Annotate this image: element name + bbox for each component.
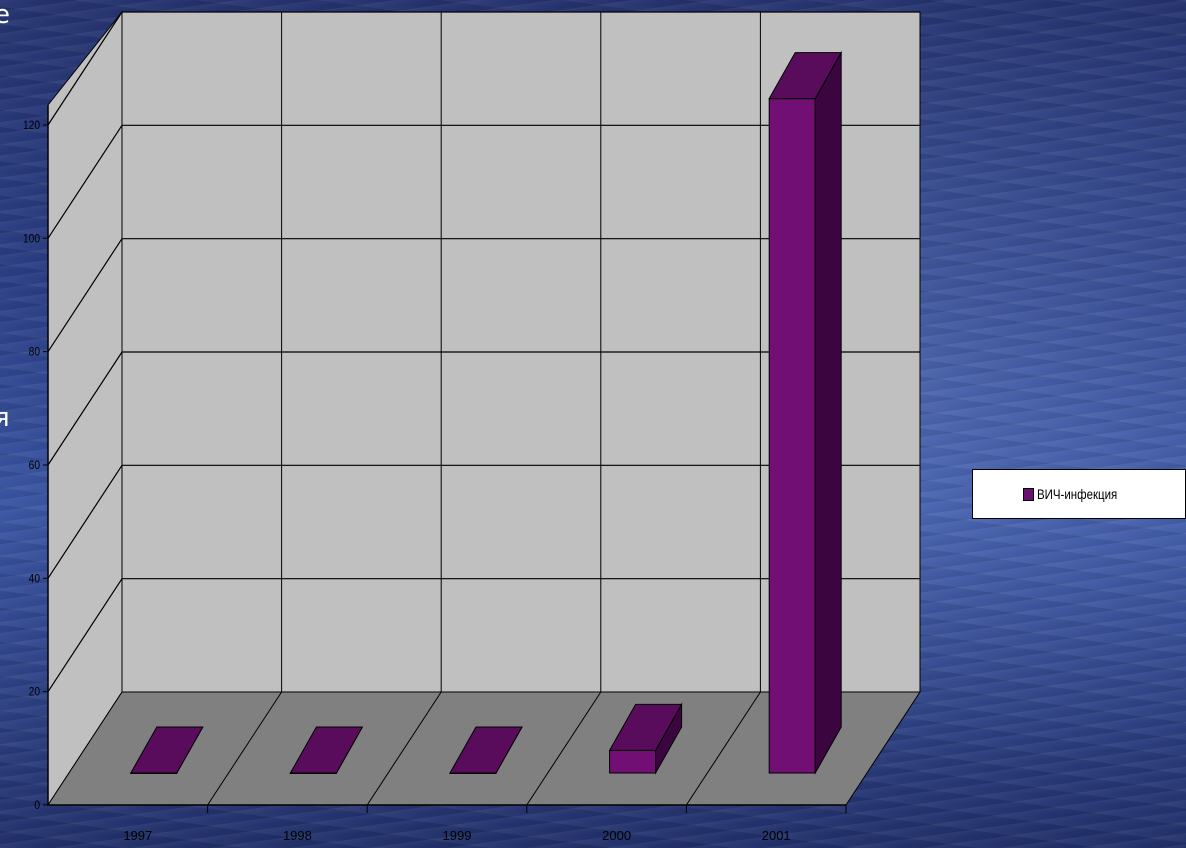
bar-top-1999: [449, 726, 523, 774]
y-tick-label: 40: [29, 573, 40, 586]
floor-divider: [526, 691, 602, 806]
floor-divider: [366, 691, 442, 806]
x-tick-label-2001: 2001: [762, 828, 791, 843]
gridline-side: [47, 578, 123, 692]
bar-top-1997: [129, 726, 204, 774]
y-tick-label: 60: [29, 459, 40, 472]
slide-text-fragment-middle: я: [0, 403, 10, 433]
chart-legend: ВИЧ-инфекция: [972, 469, 1186, 519]
bar-top-1998: [289, 726, 364, 774]
bar-side-2001: [814, 50, 842, 775]
gridline-side: [47, 465, 123, 579]
gridline-side: [47, 238, 123, 352]
y-tick-label: 20: [29, 686, 40, 699]
bar-top-2000: [608, 703, 683, 751]
x-tick-label-1997: 1997: [123, 828, 152, 843]
x-tick-label-1998: 1998: [283, 828, 312, 843]
legend-label: ВИЧ-инфекция: [1037, 486, 1118, 502]
legend-swatch: [1023, 487, 1035, 501]
floor-divider: [685, 691, 761, 806]
bar-front-2000: [609, 749, 657, 774]
slide-text-fragment-top: е: [0, 0, 10, 30]
y-tick-label: 100: [23, 233, 40, 246]
x-tick-label-2000: 2000: [602, 828, 631, 843]
gridline-side: [47, 11, 123, 126]
x-tick-label-1999: 1999: [443, 828, 472, 843]
y-tick-label: 0: [34, 799, 40, 812]
y-tick-label: 80: [29, 346, 40, 359]
gridline-side: [47, 125, 123, 239]
gridline-side: [47, 351, 123, 466]
bar-front-2001: [768, 98, 816, 774]
bar-top-2001: [768, 52, 843, 100]
floor-divider: [207, 691, 283, 806]
y-tick-label: 120: [23, 119, 40, 132]
